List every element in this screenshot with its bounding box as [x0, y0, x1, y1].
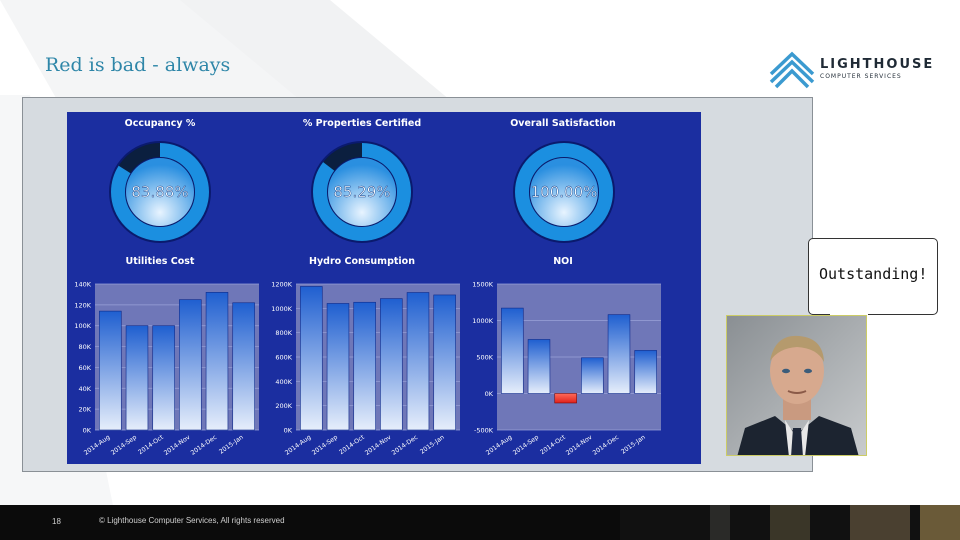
y-tick-label: 800K: [275, 329, 292, 337]
y-tick-label: 1200K: [271, 281, 293, 289]
chart-title-noi: NOI: [553, 256, 573, 267]
y-tick-label: 500K: [476, 354, 493, 362]
y-tick-label: 0K: [83, 427, 92, 435]
portrait-photo: [726, 315, 867, 456]
footer-city-image: [620, 505, 960, 540]
bar-2014-Oct: [554, 393, 577, 404]
copyright-text: © Lighthouse Computer Services, All righ…: [99, 516, 285, 525]
company-logo: LIGHTHOUSE COMPUTER SERVICES: [768, 50, 948, 90]
bar-2014-Oct: [353, 301, 376, 431]
speech-bubble-text: Outstanding!: [819, 265, 928, 283]
gauge-title-satisfaction: Overall Satisfaction: [510, 118, 616, 129]
y-tick-label: 400K: [275, 378, 292, 386]
gauge-occupancy: 83.88%: [109, 141, 211, 243]
y-tick-label: 80K: [78, 343, 91, 351]
bar-2014-Dec: [205, 292, 229, 431]
gauge-value-satisfaction: 100.00%: [531, 183, 598, 201]
bar-2014-Nov: [581, 357, 604, 394]
bar-2015-Jan: [232, 302, 255, 431]
y-tick-label: 1000K: [472, 317, 494, 325]
y-tick-label: 1000K: [271, 305, 293, 313]
bar-2014-Sep: [125, 325, 149, 431]
plot-area: [95, 284, 259, 430]
gauge-value-occupancy: 83.88%: [131, 183, 188, 201]
y-tick-label: 140K: [74, 281, 91, 289]
gauge-certified: 85.29%: [311, 141, 413, 243]
gauge-title-certified: % Properties Certified: [302, 118, 422, 129]
bar-chart-hydro: 0K200K400K600K800K1000K1200K2014-Aug2014…: [271, 281, 460, 457]
y-tick-label: 1500K: [472, 281, 494, 289]
bar-2014-Dec: [406, 292, 430, 431]
bubble-tail-cover: [830, 312, 868, 316]
lighthouse-logo-icon: [769, 51, 815, 89]
slide-title: Red is bad - always: [45, 54, 231, 76]
bar-2014-Aug: [300, 286, 323, 431]
logo-subtitle: COMPUTER SERVICES: [820, 73, 902, 80]
bar-2014-Nov: [380, 298, 403, 431]
speech-bubble: Outstanding!: [808, 238, 938, 315]
bar-2014-Nov: [179, 299, 202, 431]
chart-title-hydro: Hydro Consumption: [309, 256, 415, 267]
page-number: 18: [52, 517, 61, 526]
bar-2014-Sep: [527, 339, 551, 394]
bar-chart-utilities: 0K20K40K60K80K100K120K140K2014-Aug2014-S…: [74, 281, 259, 457]
gauge-title-occupancy: Occupancy %: [124, 118, 196, 129]
y-tick-label: 200K: [275, 402, 292, 410]
chart-title-utilities: Utilities Cost: [125, 256, 195, 267]
bar-2015-Jan: [433, 294, 456, 431]
y-tick-label: 600K: [275, 354, 292, 362]
bar-2014-Sep: [326, 303, 350, 431]
bar-2014-Dec: [607, 314, 631, 394]
y-tick-label: -500K: [474, 427, 494, 435]
portrait-illustration: [727, 316, 866, 455]
bar-2014-Aug: [99, 310, 122, 431]
gauge-value-certified: 85.29%: [333, 183, 390, 201]
slide-footer: 18 © Lighthouse Computer Services, All r…: [0, 505, 960, 540]
y-tick-label: 20K: [78, 406, 91, 414]
gauge-satisfaction: 100.00%: [513, 141, 615, 243]
bar-2014-Oct: [152, 325, 175, 431]
y-tick-label: 120K: [74, 301, 91, 309]
y-tick-label: 40K: [78, 385, 91, 393]
y-tick-label: 100K: [74, 322, 91, 330]
y-tick-label: 60K: [78, 364, 91, 372]
y-tick-label: 0K: [485, 390, 494, 398]
bar-2014-Aug: [501, 307, 524, 394]
y-tick-label: 0K: [284, 427, 293, 435]
bar-2015-Jan: [634, 350, 657, 394]
logo-wordmark: LIGHTHOUSE: [820, 57, 935, 72]
